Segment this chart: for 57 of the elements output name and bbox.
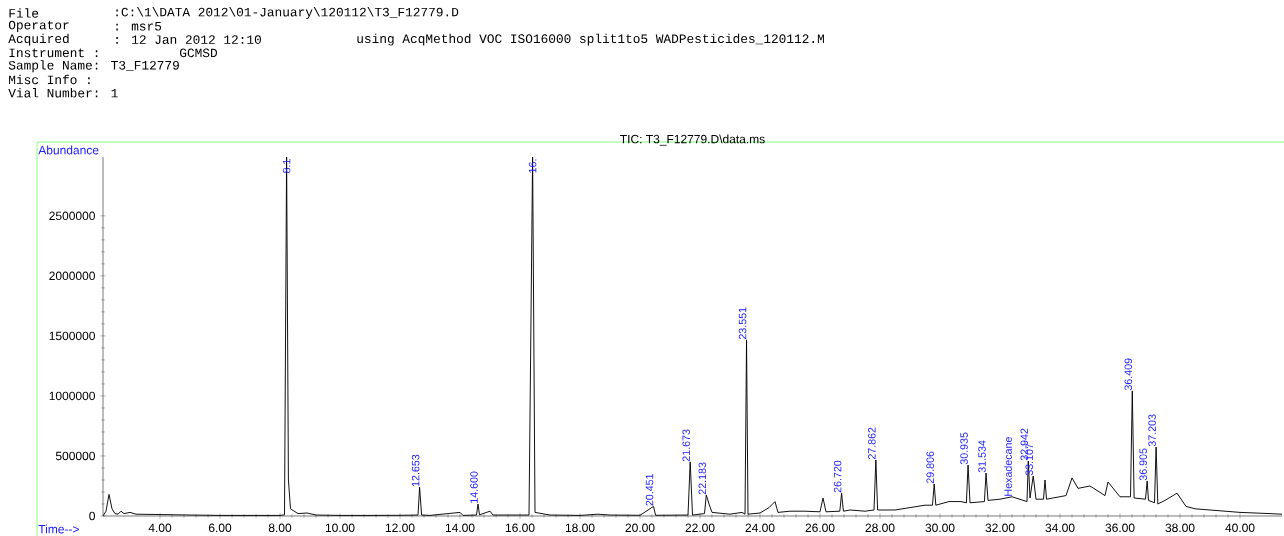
text: using AcqMethod VOC ISO16000 split1to5 WADPesticides_120112.M	[357, 33, 824, 46]
chart-title: TIC: T3_F12779.D\data.ms	[620, 134, 765, 146]
x-tick-label: 4.00	[148, 523, 172, 533]
x-tick-label: 32.00	[985, 523, 1015, 533]
x-tick-label: 6.00	[208, 523, 232, 533]
y-tick-label: 1000000	[49, 391, 95, 401]
x-tick-label: 10.00	[325, 523, 355, 533]
x-tick-label: 36.00	[1105, 523, 1135, 533]
annotation: 36.905	[1139, 448, 1147, 481]
x-tick-label: 8.00	[268, 523, 292, 533]
x-tick-label: 20.00	[625, 523, 655, 533]
text: : msr5	[116, 22, 162, 31]
x-tick-label: 16.00	[505, 523, 535, 533]
annotation: 27.862	[868, 427, 876, 460]
annotation: 14.600	[470, 471, 478, 503]
x-tick-label: 24.00	[745, 523, 775, 533]
y-tick-label: 500000	[55, 451, 95, 461]
text: :C:\1\DATA 2012\01-January\120112\T3_F12779.D	[116, 7, 459, 19]
x-tick-label: 30.00	[925, 523, 955, 533]
text: Vial Number: 1	[8, 88, 118, 98]
x-tick-label: 14.00	[445, 523, 475, 533]
x-tick-label: 34.00	[1045, 523, 1075, 533]
x-tick-label: 40.00	[1225, 523, 1255, 533]
y-tick-label: 2000000	[49, 271, 95, 281]
y-tick-label: 1500000	[49, 331, 95, 341]
annotation: 8.1	[282, 159, 291, 173]
text: Instrument :	[9, 48, 98, 58]
text: Acquired	[8, 33, 69, 46]
y-axis-title: Abundance	[38, 145, 99, 155]
annotation: 30.935	[960, 432, 968, 465]
x-tick-label: 22.00	[685, 523, 715, 533]
annotation: 37.203	[1148, 414, 1156, 447]
annotation: Hexadecane	[1004, 437, 1012, 496]
annotation: 22.183	[698, 462, 707, 495]
text: File	[9, 8, 39, 18]
x-tick-label: 28.00	[865, 523, 895, 533]
x-tick-label: 38.00	[1165, 523, 1195, 533]
annotation: 16.	[528, 159, 537, 173]
text: GCMSD	[179, 48, 218, 58]
annotation: 20.451	[645, 474, 654, 506]
text: Sample Name: T3_F12779	[8, 60, 179, 73]
annotation: 21.673	[682, 429, 690, 462]
annotation: 31.534	[978, 440, 986, 473]
x-tick-label: 12.00	[385, 523, 415, 533]
annotation: 26.720	[833, 460, 842, 493]
text: Misc Info :	[9, 74, 90, 85]
annotation: 29.806	[926, 451, 934, 484]
annotation: 23.551	[738, 307, 747, 340]
annotation: 12.653	[411, 454, 420, 487]
x-axis-title: Time-->	[38, 524, 79, 534]
x-tick-label: 18.00	[565, 523, 595, 533]
annotation: 36.409	[1124, 358, 1133, 391]
text: Operator	[8, 20, 69, 32]
y-tick-label: 0	[89, 511, 95, 521]
text: : 12 Jan 2012 12:10	[116, 35, 261, 44]
y-tick-label: 2500000	[49, 211, 95, 221]
x-tick-label: 26.00	[805, 523, 835, 533]
